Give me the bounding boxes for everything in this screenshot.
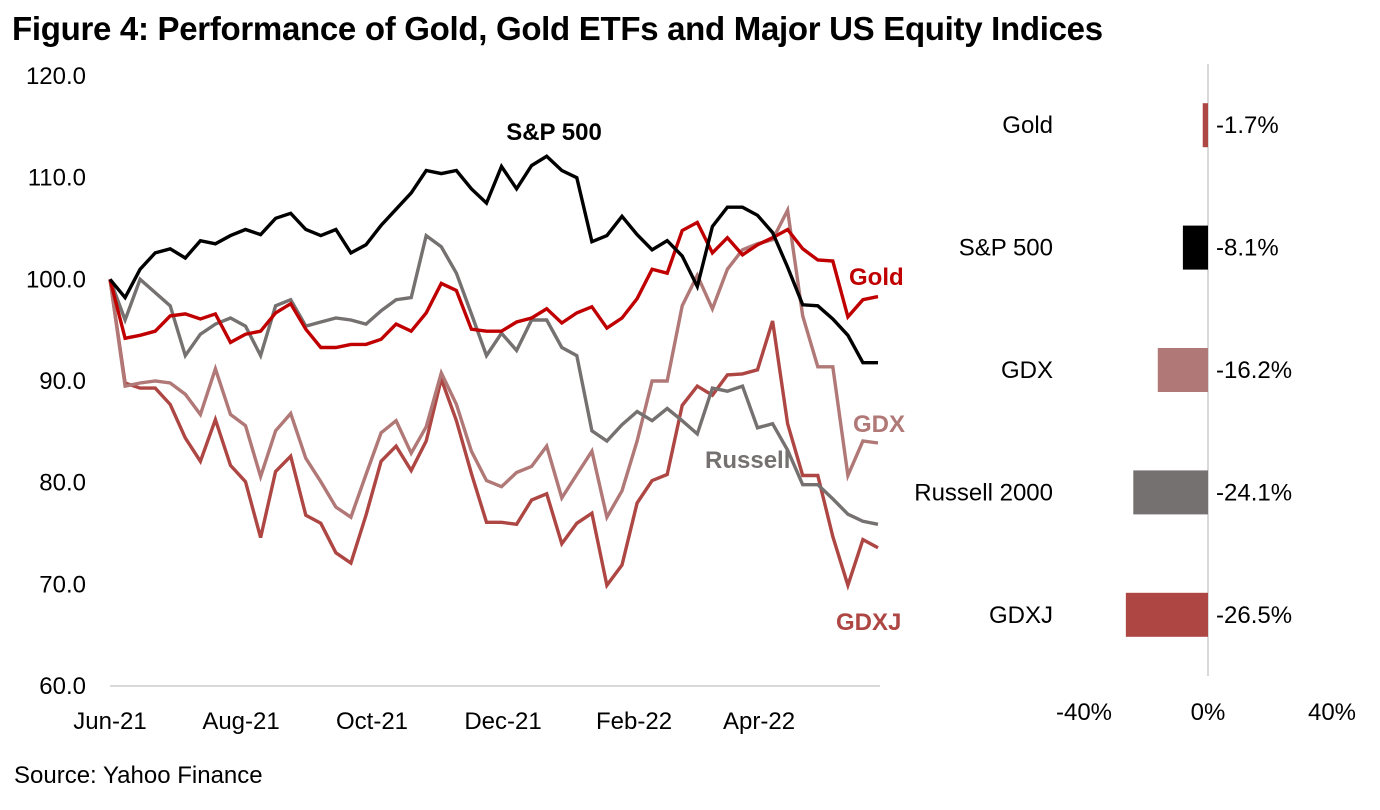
series-line-russell <box>108 232 879 526</box>
series-line-gdxj <box>108 279 879 591</box>
bar-category-label: Gold <box>1002 112 1053 139</box>
bar-row: GDXJ -26.5% <box>989 592 1292 637</box>
source-note: Source: Yahoo Finance <box>14 762 263 789</box>
bar <box>1202 103 1208 148</box>
x-tick-label: Aug-21 <box>202 708 279 735</box>
series-label-s-p-500: S&P 500 <box>506 119 602 146</box>
bar-value-label: -16.2% <box>1216 357 1292 384</box>
bar <box>1125 592 1208 637</box>
y-tick-label: 120.0 <box>26 63 86 90</box>
y-tick-label: 100.0 <box>26 266 86 293</box>
bar-x-axis-ticks: -40% 0% 40% <box>1056 699 1356 726</box>
bar-row: Russell 2000 -24.1% <box>914 470 1292 515</box>
series-label-gold: Gold <box>849 264 904 291</box>
bar-value-label: -1.7% <box>1216 112 1279 139</box>
y-tick-label: 80.0 <box>39 470 86 497</box>
x-tick-label: Apr-22 <box>723 708 795 735</box>
bar-category-label: Russell 2000 <box>914 479 1053 506</box>
bar-x-tick-label: -40% <box>1056 699 1112 726</box>
bar-value-label: -24.1% <box>1216 479 1292 506</box>
y-tick-label: 90.0 <box>39 368 86 395</box>
series-line-gold <box>108 220 879 350</box>
bar <box>1182 225 1208 270</box>
x-tick-label: Feb-22 <box>596 708 672 735</box>
y-tick-label: 110.0 <box>28 165 86 192</box>
series-label-gdx: GDX <box>853 411 905 438</box>
bar <box>1157 348 1208 392</box>
bar-x-tick-label: 0% <box>1191 699 1226 726</box>
x-tick-label: Jun-21 <box>73 708 146 735</box>
bar-x-tick-label: 40% <box>1308 699 1356 726</box>
series-label-gdxj: GDXJ <box>836 609 901 636</box>
bar-category-label: S&P 500 <box>959 235 1053 262</box>
figure-title: Figure 4: Performance of Gold, Gold ETFs… <box>12 10 1103 47</box>
bar-category-label: GDXJ <box>989 602 1053 629</box>
series-labels: S&P 500 Gold GDX Russell GDXJ <box>506 119 905 636</box>
bar-row: GDX -16.2% <box>1001 348 1292 392</box>
bar <box>1133 470 1208 515</box>
series-lines <box>108 154 879 591</box>
x-tick-label: Oct-21 <box>336 708 408 735</box>
bar-value-label: -8.1% <box>1216 235 1279 262</box>
bar-rows: Gold -1.7% S&P 500 -8.1% GDX -16.2% Russell 20… <box>914 103 1292 637</box>
bar-category-label: GDX <box>1001 357 1053 384</box>
bar-row: Gold -1.7% <box>1002 103 1279 148</box>
x-tick-label: Dec-21 <box>464 708 541 735</box>
bar-row: S&P 500 -8.1% <box>959 225 1279 270</box>
series-line-s-p-500 <box>108 154 878 365</box>
bar-value-label: -26.5% <box>1216 602 1292 629</box>
bar-chart: Gold -1.7% S&P 500 -8.1% GDX -16.2% Russell 20… <box>914 64 1356 726</box>
y-axis-ticks: 60.0 70.0 80.0 90.0 100.0 110.0 120.0 <box>26 63 86 700</box>
series-line-gdx <box>108 204 879 522</box>
line-chart: 60.0 70.0 80.0 90.0 100.0 110.0 120.0 Jun-21 Au… <box>26 63 905 735</box>
x-axis-ticks: Jun-21 Aug-21 Oct-21 Dec-21 Feb-22 Apr-22 <box>73 708 795 735</box>
y-tick-label: 60.0 <box>39 673 86 700</box>
y-tick-label: 70.0 <box>39 571 86 598</box>
series-label-russell: Russell <box>705 447 790 474</box>
